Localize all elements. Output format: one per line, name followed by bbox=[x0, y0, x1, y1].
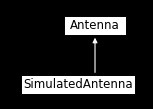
Text: Antenna: Antenna bbox=[70, 19, 120, 32]
FancyBboxPatch shape bbox=[21, 75, 135, 94]
FancyBboxPatch shape bbox=[64, 16, 126, 35]
Text: SimulatedAntenna: SimulatedAntenna bbox=[24, 78, 133, 91]
